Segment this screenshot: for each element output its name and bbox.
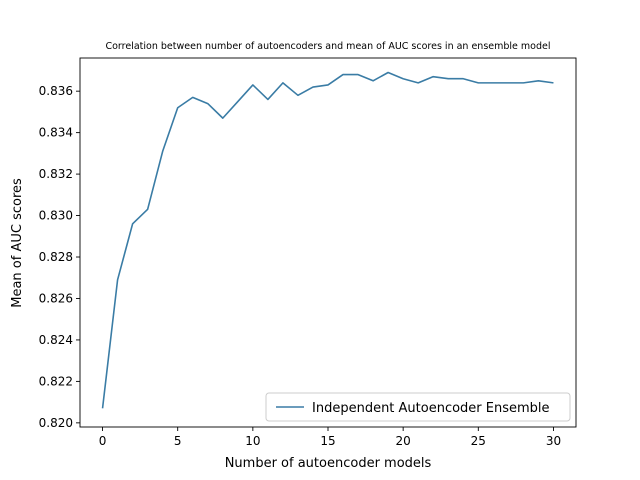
y-tick-label: 0.832 [39, 167, 73, 181]
x-tick-label: 25 [471, 434, 486, 448]
y-tick-label: 0.830 [39, 209, 73, 223]
y-tick-label: 0.822 [39, 374, 73, 388]
x-tick-label: 5 [174, 434, 182, 448]
legend-label: Independent Autoencoder Ensemble [312, 401, 550, 416]
y-tick-label: 0.824 [39, 333, 73, 347]
x-tick-label: 20 [396, 434, 411, 448]
y-tick-label: 0.826 [39, 291, 73, 305]
legend-box [265, 392, 571, 422]
y-tick-label: 0.836 [39, 84, 73, 98]
y-tick-label: 0.820 [39, 416, 73, 430]
y-axis-label: Mean of AUC scores [10, 178, 25, 308]
x-tick-label: 0 [99, 434, 107, 448]
plot-area: 0 5 10 15 20 25 30 0.820 0.822 0.824 0.826 0.828 0.8… [39, 57, 577, 448]
x-tick-label: 15 [320, 434, 335, 448]
x-tick-label: 30 [546, 434, 561, 448]
series-line [101, 71, 554, 409]
x-axis-label: Number of autoencoder models [225, 456, 432, 471]
y-tick-label: 0.834 [39, 126, 73, 140]
chart-title: Correlation between number of autoencode… [105, 41, 550, 52]
y-tick-label: 0.828 [39, 250, 73, 264]
x-tick-label: 10 [245, 434, 260, 448]
plot-frame [79, 57, 577, 428]
